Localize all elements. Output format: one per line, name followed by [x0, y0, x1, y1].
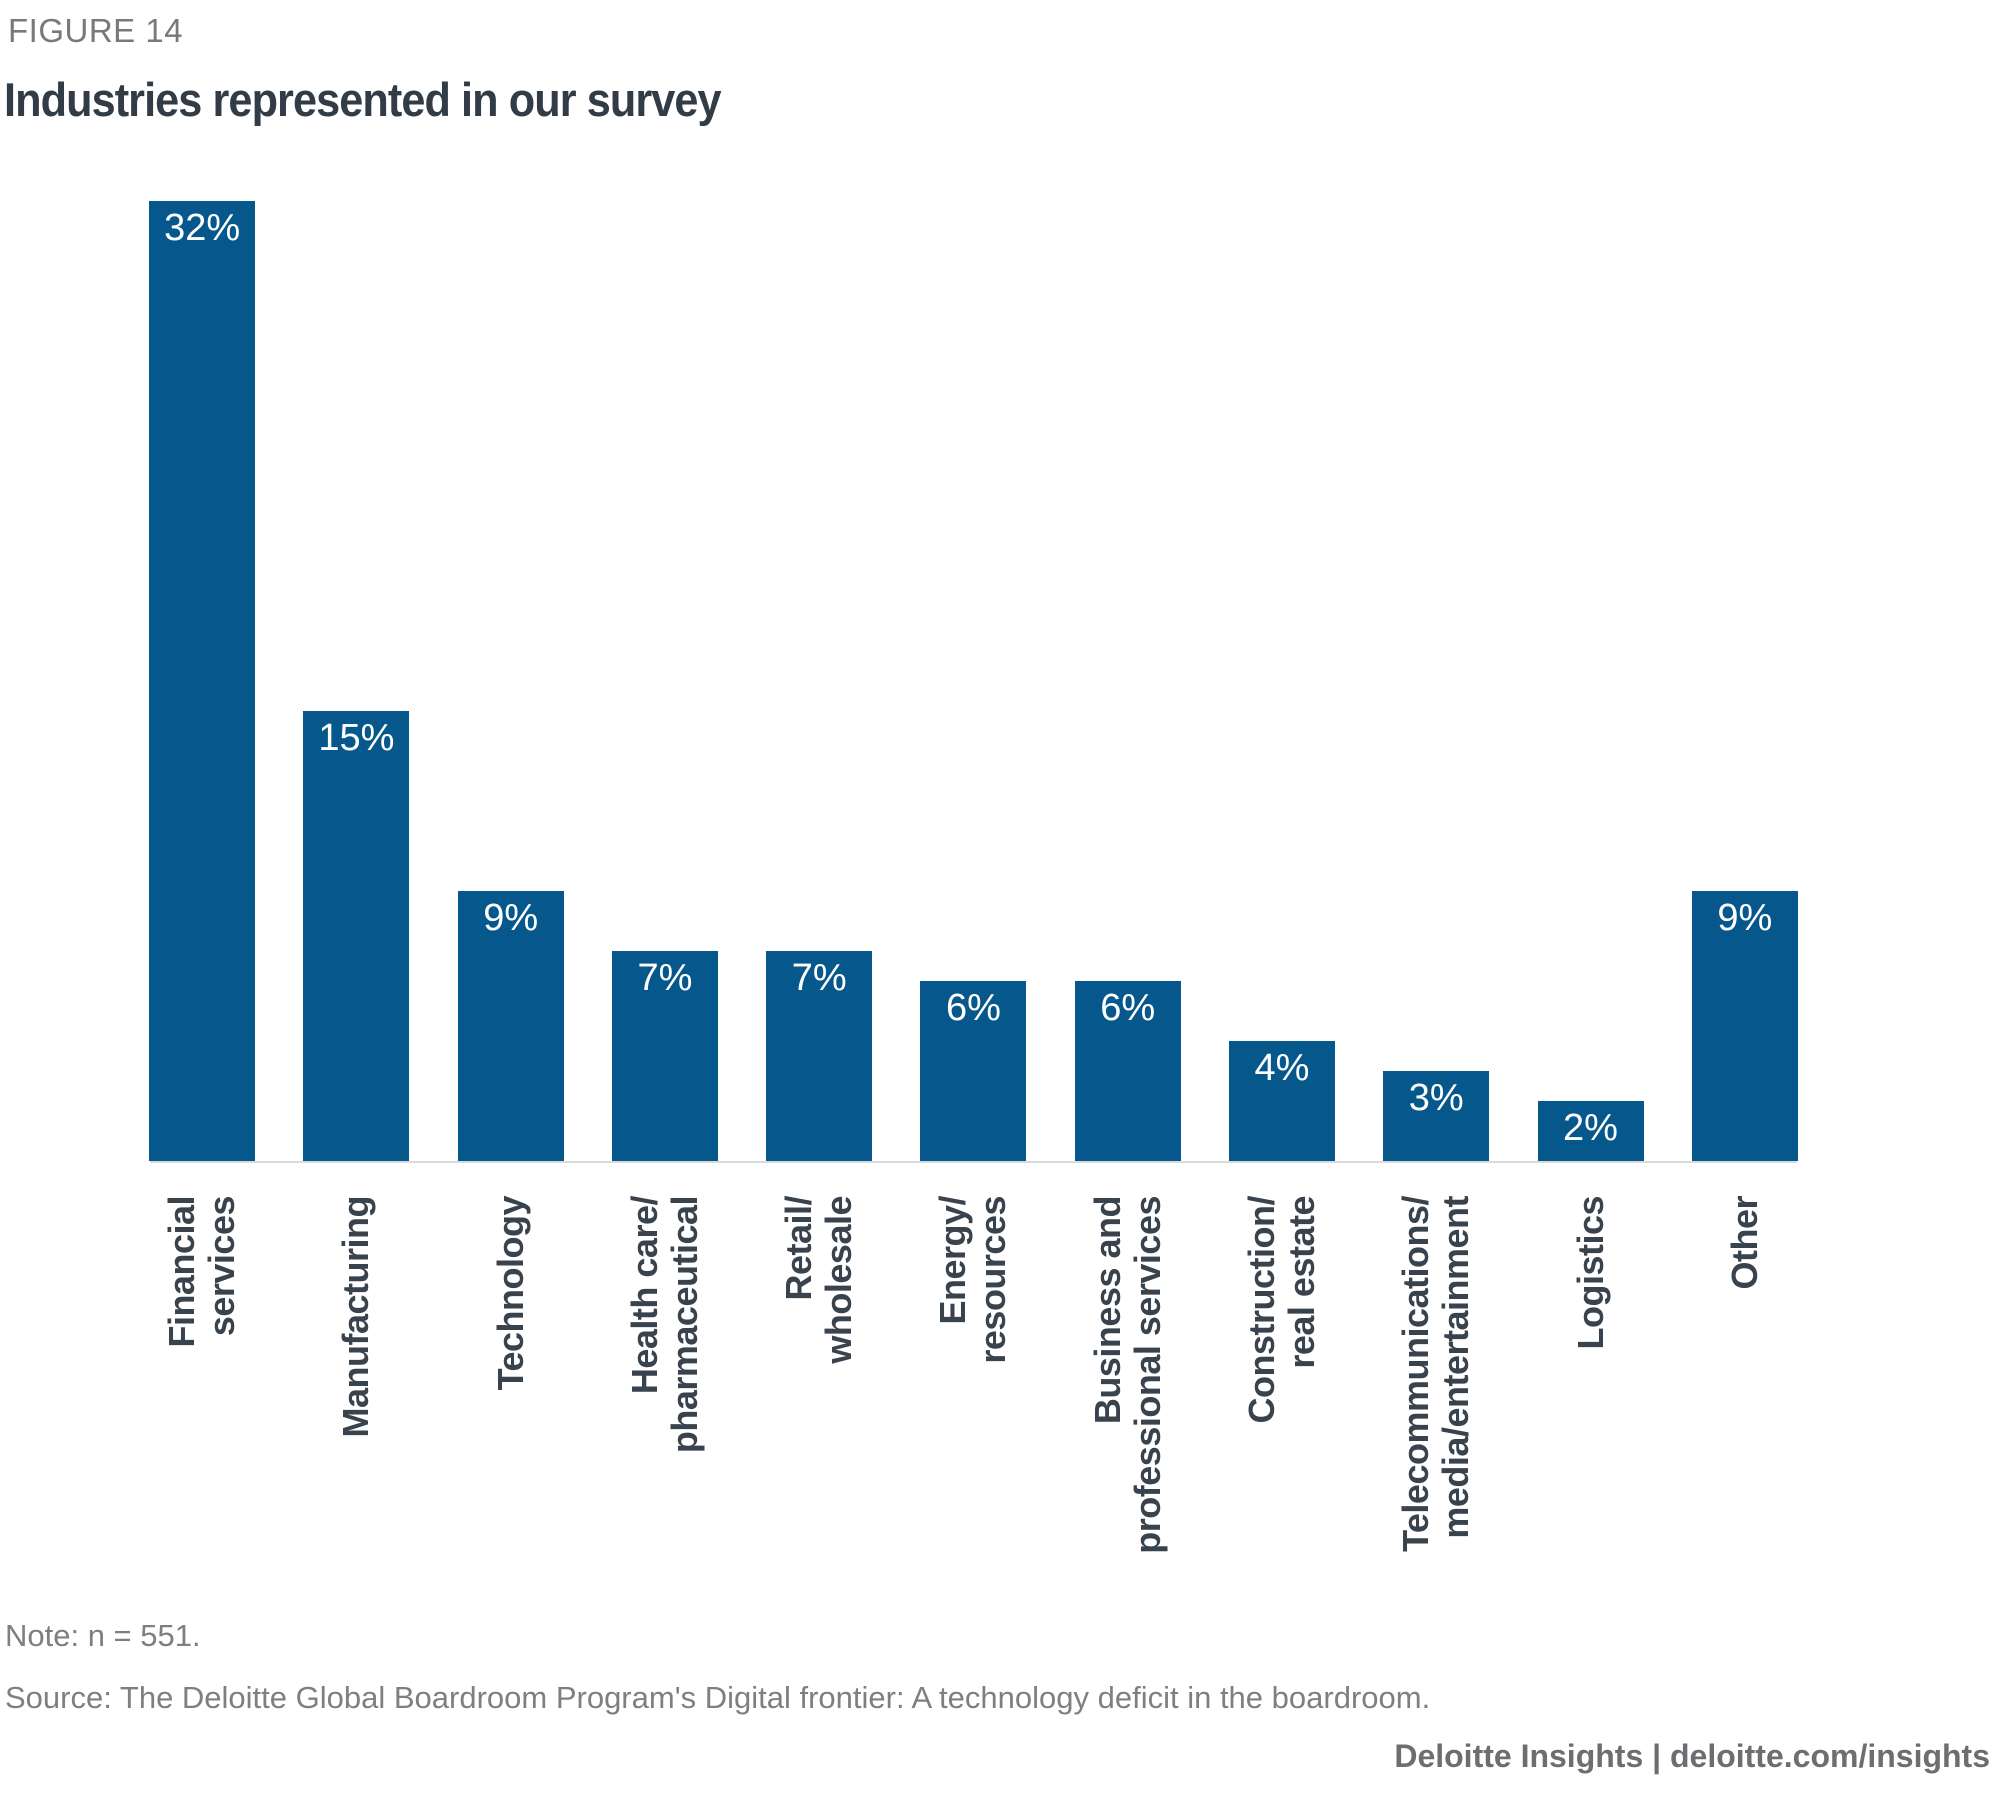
x-axis-label-slot: Manufacturing	[279, 1163, 433, 1583]
bar: 9%	[457, 891, 564, 1161]
x-axis-label: Retail/ wholesale	[778, 1196, 860, 1364]
bar-value-label: 7%	[791, 957, 847, 999]
bar-value-label: 32%	[164, 207, 241, 249]
bar: 7%	[611, 951, 718, 1161]
x-axis-label-slot: Construction/ real estate	[1205, 1163, 1359, 1583]
bar-value-label: 9%	[483, 897, 539, 939]
bar-value-label: 2%	[1563, 1107, 1618, 1149]
x-axis-label-slot: Business and professional services	[1051, 1163, 1205, 1583]
x-axis-label: Energy/ resources	[932, 1196, 1014, 1364]
x-axis-label-slot: Telecommunications/ media/entertainment	[1359, 1163, 1513, 1583]
bar-slot: 6%	[896, 201, 1050, 1161]
x-axis-label: Logistics	[1569, 1196, 1611, 1350]
x-axis-label-slot: Retail/ wholesale	[742, 1163, 896, 1583]
bar-slot: 32%	[125, 201, 279, 1161]
x-axis-label: Other	[1723, 1196, 1765, 1290]
bar-slot: 6%	[1051, 201, 1205, 1161]
x-axis-label: Telecommunications/ media/entertainment	[1395, 1196, 1477, 1552]
bar-value-label: 15%	[318, 717, 395, 759]
bar-value-label: 6%	[945, 987, 1001, 1029]
bar: 6%	[920, 981, 1027, 1161]
x-axis-label: Manufacturing	[335, 1196, 377, 1438]
x-axis-label: Technology	[489, 1196, 531, 1391]
figure-label: FIGURE 14	[8, 12, 184, 49]
x-axis-line	[150, 1161, 1797, 1163]
bar: 32%	[149, 201, 256, 1161]
bar-slot: 7%	[588, 201, 742, 1161]
x-axis-label: Health care/ pharmaceutical	[623, 1196, 705, 1454]
bar: 4%	[1228, 1041, 1335, 1161]
source-text: Source: The Deloitte Global Boardroom Pr…	[5, 1680, 1431, 1715]
bar: 6%	[1074, 981, 1181, 1161]
x-axis-label-slot: Logistics	[1513, 1163, 1667, 1583]
bar-slot: 4%	[1205, 201, 1359, 1161]
bar-slot: 7%	[742, 201, 896, 1161]
bar-slot: 3%	[1359, 201, 1513, 1161]
x-axis-label: Construction/ real estate	[1241, 1196, 1322, 1424]
bar-value-label: 4%	[1254, 1047, 1310, 1089]
bar-value-label: 3%	[1408, 1077, 1464, 1119]
bar: 2%	[1537, 1101, 1644, 1161]
x-axis-label-slot: Other	[1668, 1163, 1822, 1583]
bar: 15%	[303, 711, 410, 1161]
x-axis-label-slot: Financial services	[125, 1163, 279, 1583]
bar-slot: 2%	[1513, 201, 1667, 1161]
bar: 9%	[1691, 891, 1798, 1161]
bar-value-label: 7%	[637, 957, 693, 999]
x-axis-label: Business and professional services	[1086, 1196, 1168, 1554]
x-axis-labels: Financial services Manufacturing Technolog…	[125, 1163, 1822, 1583]
note-text: Note: n = 551.	[5, 1618, 201, 1653]
bar-slot: 15%	[279, 201, 433, 1161]
x-axis-label-slot: Health care/ pharmaceutical	[588, 1163, 742, 1583]
x-axis-label-slot: Technology	[434, 1163, 588, 1583]
bar-value-label: 9%	[1717, 897, 1773, 939]
bar: 3%	[1383, 1071, 1490, 1161]
x-axis-label: Financial services	[161, 1196, 243, 1348]
bar: 7%	[766, 951, 873, 1161]
bar-value-label: 6%	[1100, 987, 1156, 1029]
page-title: Industries represented in our survey	[4, 73, 722, 126]
footer-branding: Deloitte Insights | deloitte.com/insight…	[1394, 1738, 1990, 1774]
bar-slot: 9%	[1668, 201, 1822, 1161]
x-axis-label-slot: Energy/ resources	[896, 1163, 1050, 1583]
bar-slot: 9%	[434, 201, 588, 1161]
chart-plot-area: 32% 15% 9% 7% 7% 6% 6% 4% 3% 2% 9%	[125, 201, 1822, 1161]
